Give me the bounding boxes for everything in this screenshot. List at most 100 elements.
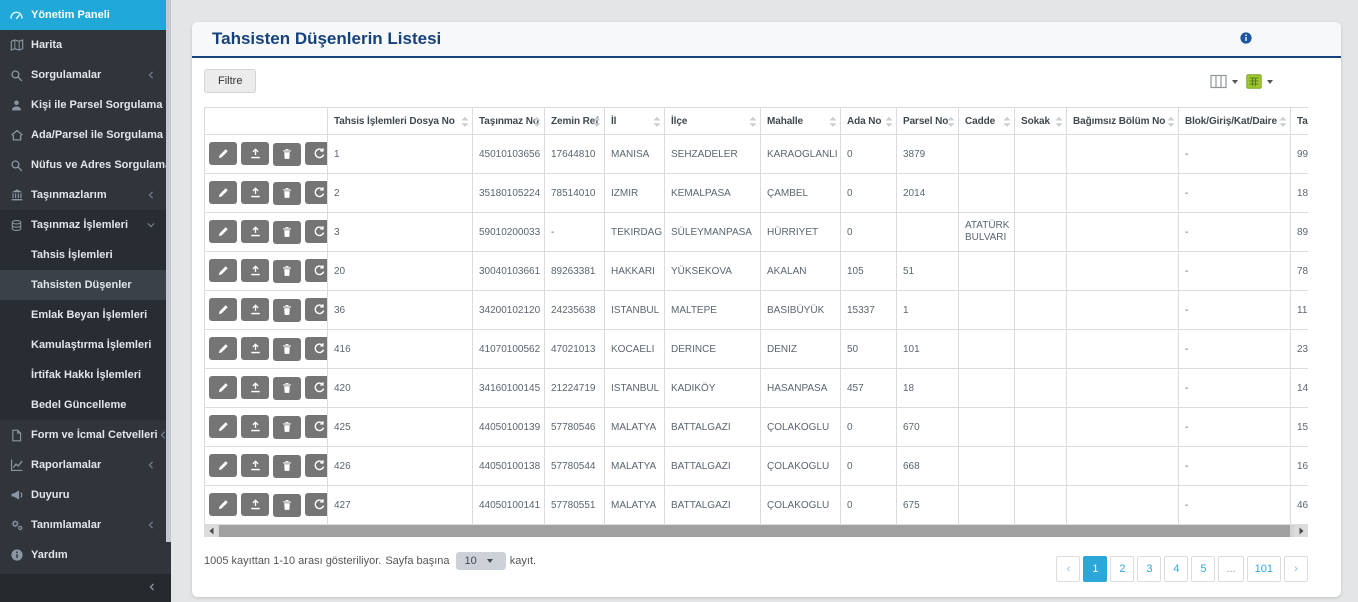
upload-button[interactable] xyxy=(241,220,269,244)
edit-button[interactable] xyxy=(209,298,237,322)
history-button[interactable] xyxy=(305,493,327,517)
sidebar-item-tanimlamalar[interactable]: Tanımlamalar xyxy=(0,510,166,540)
excel-export-button[interactable] xyxy=(1246,74,1273,89)
pagination-next-button[interactable]: › xyxy=(1284,556,1308,582)
delete-button[interactable] xyxy=(273,415,301,439)
upload-button[interactable] xyxy=(241,181,269,205)
column-visibility-button[interactable] xyxy=(1210,74,1238,89)
column-header-zemin-ref[interactable]: Zemin Ref xyxy=(544,107,605,135)
sidebar-item-kamulastirma-islemleri[interactable]: Kamulaştırma İşlemleri xyxy=(0,330,166,360)
column-header-blok[interactable]: Blok/Giriş/Kat/Daire xyxy=(1178,107,1291,135)
delete-button[interactable] xyxy=(273,298,301,322)
edit-button[interactable] xyxy=(209,142,237,166)
upload-button[interactable] xyxy=(241,454,269,478)
edit-button[interactable] xyxy=(209,376,237,400)
sidebar-item-harita[interactable]: Harita xyxy=(0,30,166,60)
column-header-il[interactable]: İl xyxy=(604,107,665,135)
column-header-dosya-no[interactable]: Tahsis İşlemleri Dosya No xyxy=(327,107,473,135)
delete-button[interactable] xyxy=(273,376,301,400)
sidebar-item-sorgulamalar[interactable]: Sorgulamalar xyxy=(0,60,166,90)
delete-icon xyxy=(281,304,293,316)
sidebar-item-duyuru[interactable]: Duyuru xyxy=(0,480,166,510)
sidebar-item-emlak-beyan-islemleri[interactable]: Emlak Beyan İşlemleri xyxy=(0,300,166,330)
edit-button[interactable] xyxy=(209,220,237,244)
sidebar-item-tasinmazlarim[interactable]: Taşınmazlarım xyxy=(0,180,166,210)
history-button[interactable] xyxy=(305,142,327,166)
sidebar-item-yardim[interactable]: Yardım xyxy=(0,540,166,570)
delete-button[interactable] xyxy=(273,181,301,205)
column-header-mahalle[interactable]: Mahalle xyxy=(760,107,841,135)
column-header-parsel-no[interactable]: Parsel No xyxy=(896,107,959,135)
history-button[interactable] xyxy=(305,181,327,205)
upload-button[interactable] xyxy=(241,259,269,283)
column-header-tasinmaz-no[interactable]: Taşınmaz No xyxy=(472,107,545,135)
page-button-4[interactable]: 4 xyxy=(1164,556,1189,582)
sidebar-item-kisi-ile-parsel-sorgulama[interactable]: Kişi ile Parsel Sorgulama xyxy=(0,90,166,120)
row-actions-cell xyxy=(204,485,328,525)
scroll-left-arrow-icon[interactable] xyxy=(204,525,218,537)
horizontal-scrollbar[interactable] xyxy=(204,525,1308,537)
upload-button[interactable] xyxy=(241,415,269,439)
page-button-101[interactable]: 101 xyxy=(1246,556,1281,582)
column-header-ta[interactable]: Ta xyxy=(1290,107,1308,135)
history-button[interactable] xyxy=(305,454,327,478)
column-header-ada-no[interactable]: Ada No xyxy=(840,107,897,135)
sidebar-item-bedel-guncelleme[interactable]: Bedel Güncelleme xyxy=(0,390,166,420)
column-header-bagimsiz-bolum-no[interactable]: Bağımsız Bölüm No xyxy=(1066,107,1179,135)
scrollbar-thumb[interactable] xyxy=(219,525,1290,537)
history-icon xyxy=(313,264,326,277)
sidebar-item-ada-parsel-ile-sorgulama[interactable]: Ada/Parsel ile Sorgulama xyxy=(0,120,166,150)
sidebar-scrollbar[interactable] xyxy=(166,0,171,542)
delete-button[interactable] xyxy=(273,220,301,244)
chevron-left-icon xyxy=(147,579,157,597)
sidebar-item-raporlamalar[interactable]: Raporlamalar xyxy=(0,450,166,480)
page-button-5[interactable]: 5 xyxy=(1191,556,1216,582)
history-button[interactable] xyxy=(305,259,327,283)
cell-tasinmaz-no: 59010200033 xyxy=(472,212,545,252)
cell-ada-no: 0 xyxy=(840,446,897,486)
delete-button[interactable] xyxy=(273,142,301,166)
page-button-2[interactable]: 2 xyxy=(1110,556,1135,582)
delete-button[interactable] xyxy=(273,493,301,517)
sidebar-collapse-bar[interactable] xyxy=(0,574,171,602)
page-size-select[interactable]: 10 xyxy=(455,552,506,570)
filter-button[interactable]: Filtre xyxy=(204,69,257,93)
sidebar-item-tasinmaz-islemleri[interactable]: Taşınmaz İşlemleri xyxy=(0,210,166,240)
history-button[interactable] xyxy=(305,220,327,244)
info-icon[interactable] xyxy=(1239,31,1253,45)
search-icon xyxy=(8,159,25,172)
sidebar-item-tahsis-islemleri[interactable]: Tahsis İşlemleri xyxy=(0,240,166,270)
sidebar-item-tahsisten-dusenler[interactable]: Tahsisten Düşenler xyxy=(0,270,166,300)
upload-button[interactable] xyxy=(241,298,269,322)
upload-button[interactable] xyxy=(241,376,269,400)
cell-bagimsiz-bolum-no xyxy=(1066,251,1179,291)
column-header-ilce[interactable]: İlçe xyxy=(664,107,761,135)
column-header-cadde[interactable]: Cadde xyxy=(958,107,1015,135)
upload-button[interactable] xyxy=(241,142,269,166)
delete-button[interactable] xyxy=(273,259,301,283)
upload-icon xyxy=(249,420,262,433)
sidebar-item-irtifak-hakki-islemleri[interactable]: İrtifak Hakkı İşlemleri xyxy=(0,360,166,390)
history-button[interactable] xyxy=(305,298,327,322)
edit-button[interactable] xyxy=(209,493,237,517)
edit-button[interactable] xyxy=(209,454,237,478)
pagination-prev-button[interactable]: ‹ xyxy=(1056,556,1081,582)
page-button-3[interactable]: 3 xyxy=(1137,556,1162,582)
delete-button[interactable] xyxy=(273,337,301,361)
scroll-right-arrow-icon[interactable] xyxy=(1294,525,1308,537)
edit-button[interactable] xyxy=(209,337,237,361)
history-button[interactable] xyxy=(305,415,327,439)
upload-button[interactable] xyxy=(241,493,269,517)
column-header-sokak[interactable]: Sokak xyxy=(1014,107,1067,135)
sidebar-item-form-ve-icmal-cetvelleri[interactable]: Form ve İcmal Cetvelleri xyxy=(0,420,166,450)
edit-button[interactable] xyxy=(209,259,237,283)
page-button-1[interactable]: 1 xyxy=(1083,556,1108,582)
upload-button[interactable] xyxy=(241,337,269,361)
sidebar-item-yonetim-paneli[interactable]: Yönetim Paneli xyxy=(0,0,166,30)
history-button[interactable] xyxy=(305,337,327,361)
sidebar-item-nufus-ve-adres-sorgulama[interactable]: Nüfus ve Adres Sorgulama xyxy=(0,150,171,180)
edit-button[interactable] xyxy=(209,415,237,439)
edit-button[interactable] xyxy=(209,181,237,205)
history-button[interactable] xyxy=(305,376,327,400)
delete-button[interactable] xyxy=(273,454,301,478)
